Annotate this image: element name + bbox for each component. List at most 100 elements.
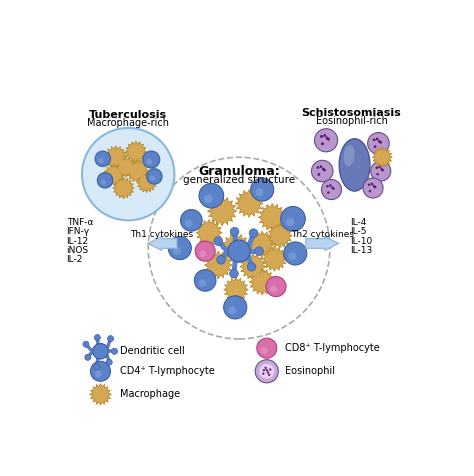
Circle shape — [266, 277, 286, 297]
Circle shape — [254, 236, 270, 252]
Polygon shape — [113, 177, 134, 199]
Circle shape — [94, 370, 101, 377]
Circle shape — [368, 183, 370, 186]
Circle shape — [259, 364, 274, 379]
Circle shape — [382, 169, 384, 171]
Circle shape — [265, 369, 268, 371]
Circle shape — [315, 129, 337, 152]
Ellipse shape — [339, 139, 370, 191]
Circle shape — [371, 183, 373, 185]
Circle shape — [251, 178, 273, 201]
Circle shape — [321, 179, 341, 199]
Polygon shape — [258, 203, 286, 231]
Circle shape — [228, 306, 237, 314]
Circle shape — [323, 134, 326, 137]
Polygon shape — [240, 254, 266, 280]
Text: IL-13: IL-13 — [350, 246, 372, 255]
Circle shape — [255, 360, 278, 383]
Circle shape — [82, 128, 174, 220]
Circle shape — [318, 173, 320, 176]
Circle shape — [214, 237, 223, 246]
Circle shape — [373, 185, 375, 188]
Polygon shape — [126, 159, 149, 183]
Circle shape — [281, 207, 305, 231]
Circle shape — [261, 347, 268, 354]
Polygon shape — [224, 278, 248, 302]
Circle shape — [229, 269, 238, 278]
Polygon shape — [204, 251, 232, 279]
Circle shape — [117, 181, 130, 195]
Circle shape — [269, 368, 272, 371]
Circle shape — [106, 359, 112, 365]
Polygon shape — [208, 197, 237, 226]
Text: Eosinophil: Eosinophil — [285, 366, 335, 377]
Circle shape — [129, 145, 143, 159]
Polygon shape — [221, 233, 251, 263]
Circle shape — [119, 161, 132, 173]
Circle shape — [327, 138, 330, 141]
FancyArrowPatch shape — [148, 237, 177, 250]
Circle shape — [369, 190, 371, 192]
Circle shape — [100, 179, 106, 185]
Circle shape — [268, 374, 270, 376]
Polygon shape — [262, 247, 287, 271]
Circle shape — [199, 279, 206, 287]
Circle shape — [257, 338, 277, 358]
Text: Tuberculosis: Tuberculosis — [89, 110, 167, 120]
Circle shape — [378, 140, 381, 143]
Circle shape — [111, 348, 118, 354]
Circle shape — [245, 258, 261, 275]
Circle shape — [263, 369, 265, 371]
Circle shape — [326, 185, 329, 188]
Circle shape — [199, 250, 206, 257]
Circle shape — [94, 335, 100, 341]
Circle shape — [93, 344, 108, 359]
Text: IL-5: IL-5 — [350, 228, 366, 237]
Circle shape — [95, 151, 110, 167]
Circle shape — [224, 296, 247, 319]
Circle shape — [213, 202, 231, 220]
Circle shape — [327, 191, 330, 194]
Circle shape — [108, 168, 121, 182]
Ellipse shape — [344, 145, 355, 167]
Circle shape — [97, 173, 113, 188]
Circle shape — [319, 165, 322, 168]
Circle shape — [194, 269, 216, 291]
Circle shape — [98, 158, 103, 163]
Circle shape — [254, 274, 270, 290]
Circle shape — [375, 167, 378, 169]
Circle shape — [204, 195, 212, 203]
Circle shape — [199, 183, 224, 208]
Polygon shape — [372, 147, 392, 167]
Circle shape — [288, 252, 296, 260]
Circle shape — [168, 237, 191, 259]
Text: IL-12: IL-12 — [66, 237, 89, 246]
Polygon shape — [103, 164, 125, 186]
Text: CD4⁺ T-lymphocyte: CD4⁺ T-lymphocyte — [120, 366, 215, 377]
Text: IL-2: IL-2 — [66, 255, 83, 264]
Circle shape — [210, 257, 227, 274]
Text: IL-4: IL-4 — [350, 218, 366, 227]
Text: Th1 cytokines: Th1 cytokines — [130, 230, 194, 239]
Circle shape — [91, 361, 110, 381]
Circle shape — [108, 336, 114, 342]
Circle shape — [376, 173, 379, 176]
Text: CD8⁺ T-lymphocyte: CD8⁺ T-lymphocyte — [285, 343, 380, 353]
Circle shape — [230, 228, 239, 236]
Circle shape — [255, 247, 264, 256]
Text: generalized structure: generalized structure — [183, 175, 295, 185]
Circle shape — [85, 354, 91, 360]
Text: Macrophage: Macrophage — [120, 389, 181, 399]
Circle shape — [374, 145, 376, 148]
Text: IFN-γ: IFN-γ — [66, 228, 90, 237]
Circle shape — [285, 218, 294, 226]
Circle shape — [247, 262, 256, 271]
Circle shape — [373, 139, 375, 141]
Circle shape — [143, 151, 160, 168]
Text: Th2 cytokines: Th2 cytokines — [291, 230, 354, 239]
Circle shape — [195, 241, 215, 261]
Circle shape — [317, 166, 319, 169]
Text: Dendritic cell: Dendritic cell — [120, 346, 185, 356]
Polygon shape — [104, 146, 128, 169]
Circle shape — [368, 133, 389, 154]
